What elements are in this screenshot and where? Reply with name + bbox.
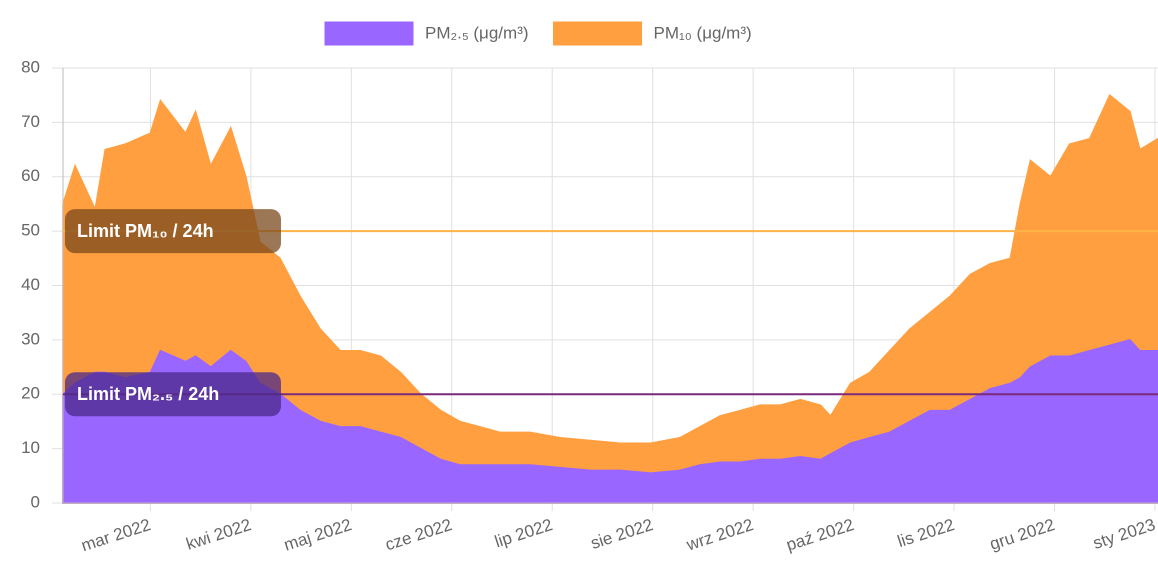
x-tick-label: kwi 2022 [184,515,254,554]
limit-label: Limit PM₂.₅ / 24h [77,384,219,404]
y-tick-label: 70 [21,112,40,131]
legend-swatch [324,21,414,46]
y-tick-label: 80 [21,57,40,76]
y-tick-label: 30 [21,329,40,348]
x-tick-label: mar 2022 [79,515,153,555]
limit-label-box [65,372,281,417]
y-tick-label: 60 [21,166,40,185]
x-tick-label: maj 2022 [282,515,354,555]
legend-label: PM₁₀ (μg/m³) [654,23,752,42]
limit-label: Limit PM₁₀ / 24h [77,221,214,241]
y-tick-label: 40 [21,275,40,294]
x-tick-label: gru 2022 [987,515,1057,554]
y-tick-label: 0 [31,492,40,511]
y-tick-label: 50 [21,221,40,240]
x-tick-label: sty 2023 [1091,515,1158,553]
x-tick-label: sie 2022 [588,515,655,553]
x-tick-label: lip 2022 [492,515,555,551]
x-tick-label: wrz 2022 [683,515,755,555]
x-tick-label: paź 2022 [784,515,856,555]
y-tick-label: 10 [21,438,40,457]
area [62,339,1158,504]
x-tick-label: cze 2022 [383,515,454,554]
y-tick-label: 20 [21,384,40,403]
limit-label-box [65,209,281,254]
legend-label: PM₂.₅ (μg/m³) [425,23,529,42]
legend-swatch [553,21,643,46]
area [62,93,1158,504]
x-tick-label: lis 2022 [895,515,957,551]
